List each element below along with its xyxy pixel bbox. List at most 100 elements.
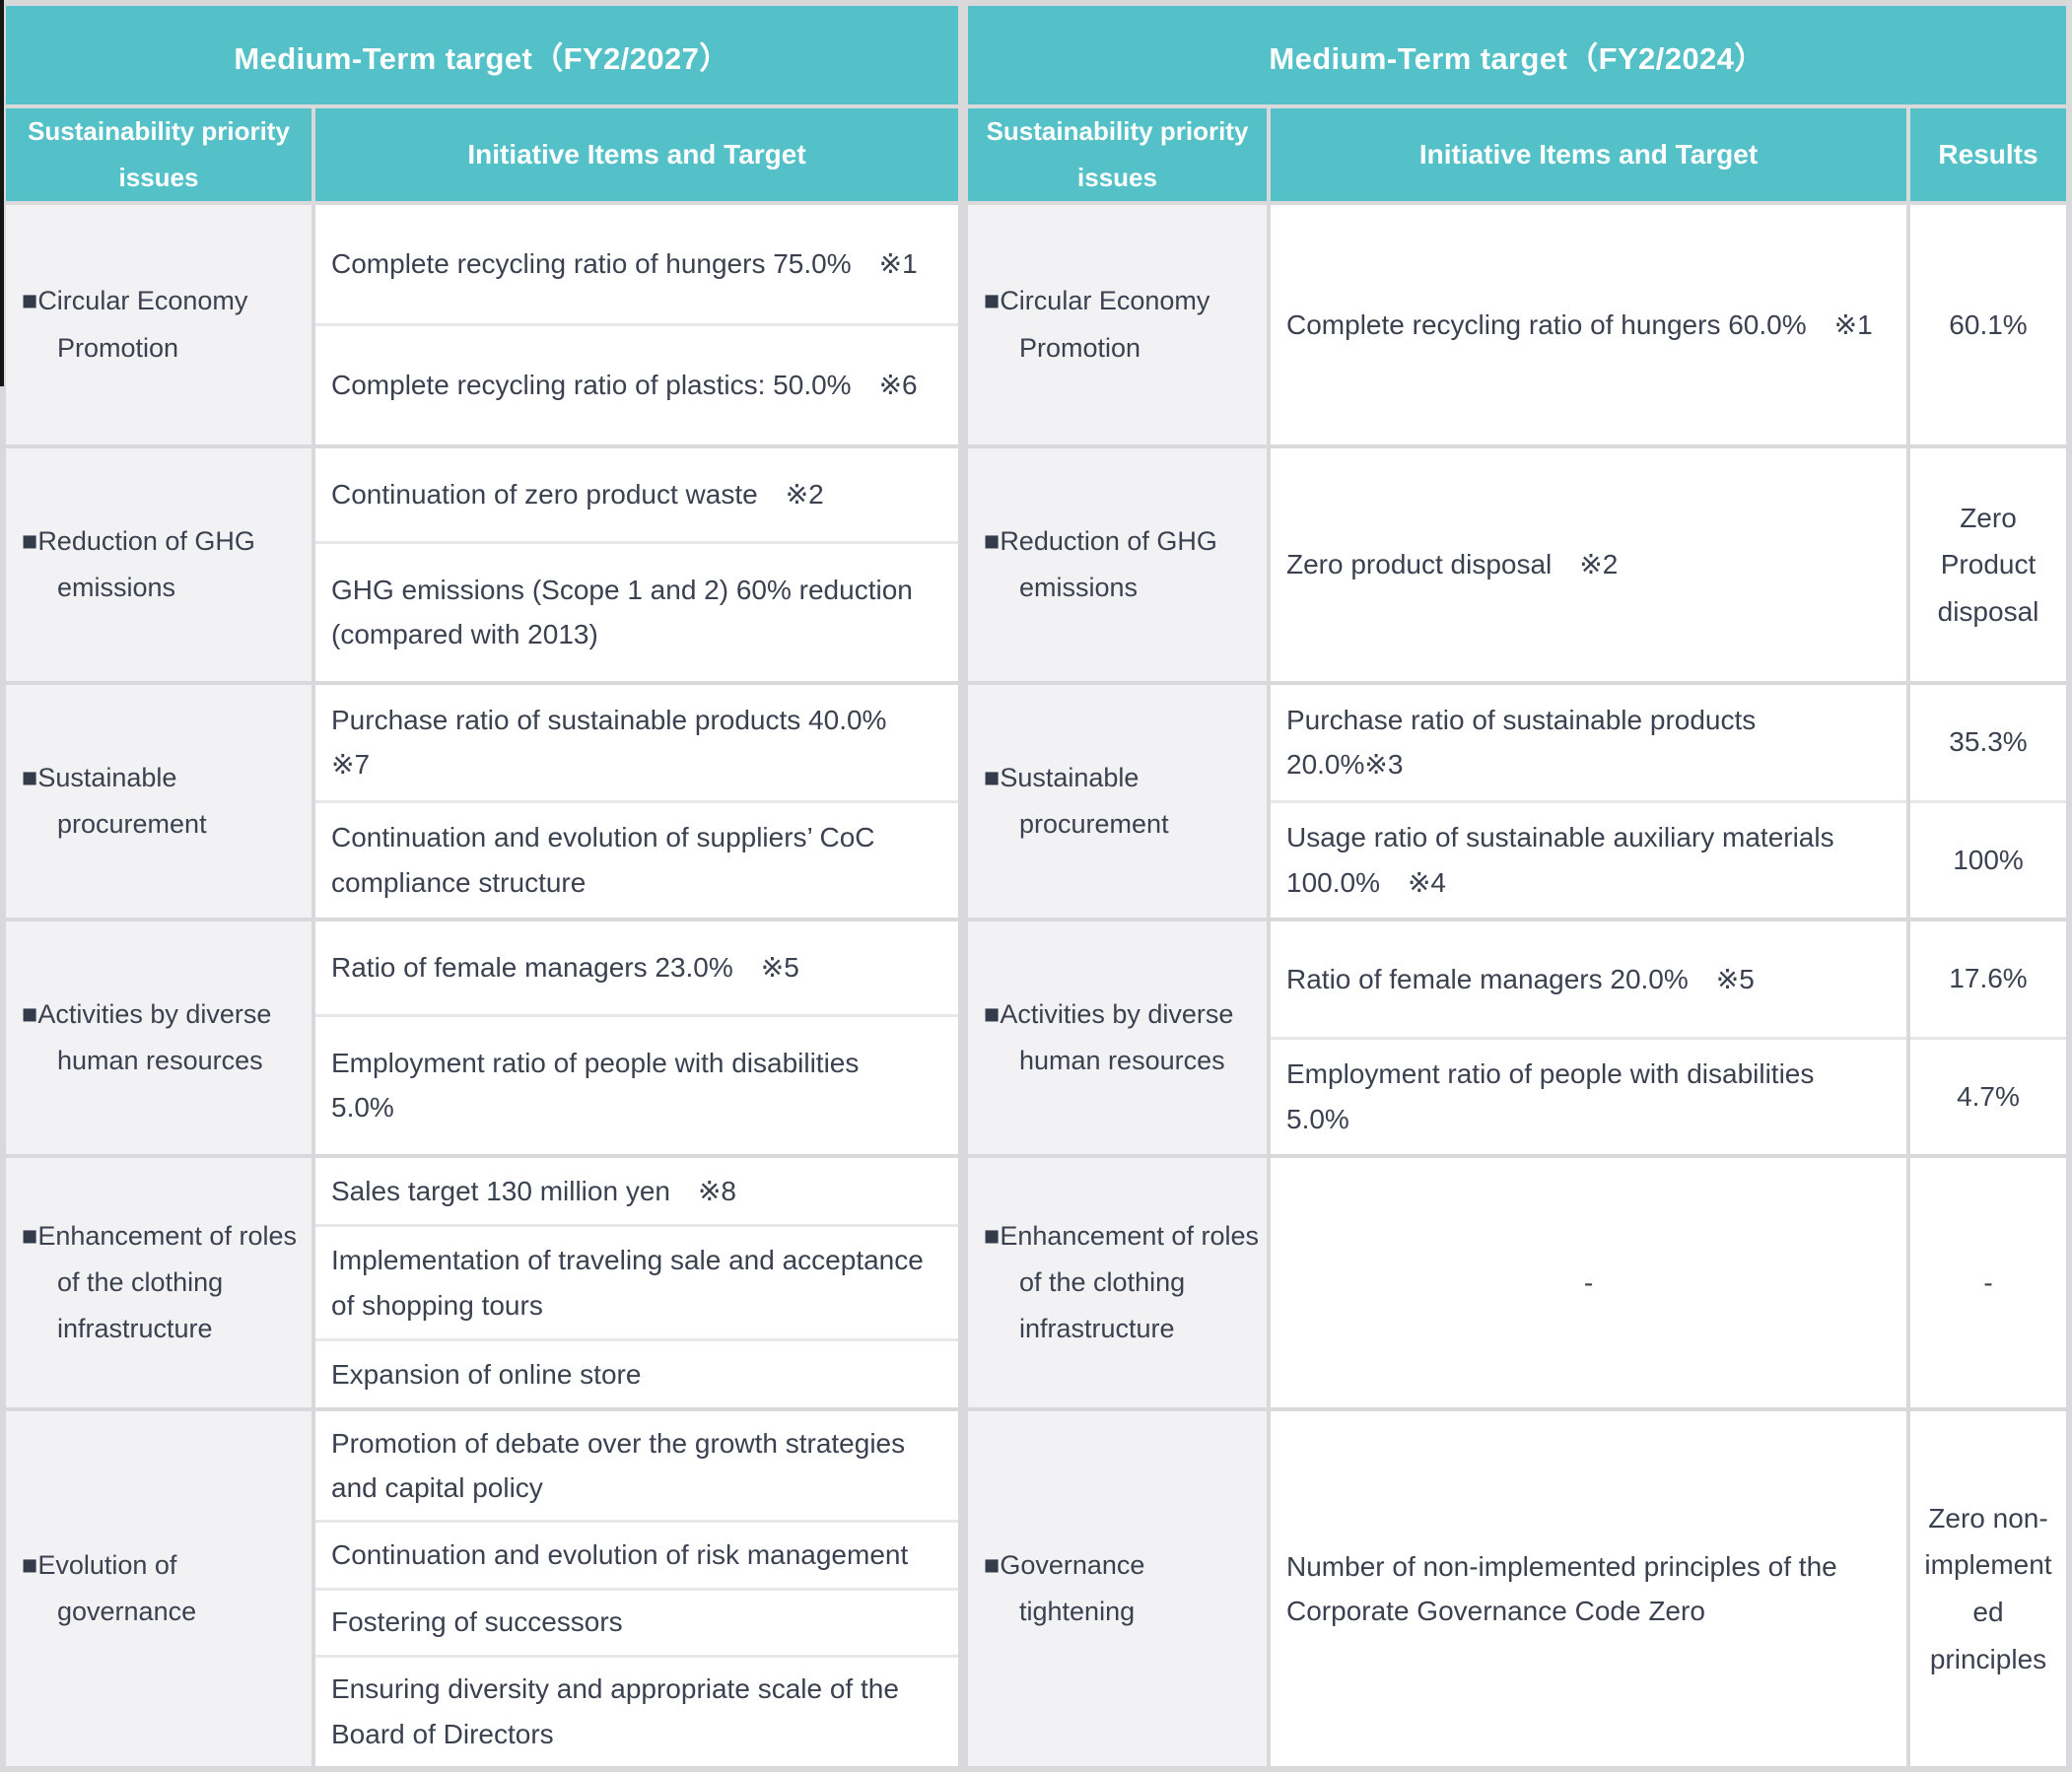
bullet-icon: ■: [984, 525, 1001, 556]
bullet-icon: ■: [984, 286, 1001, 316]
issue-label: Activities by diverse human resources: [37, 998, 272, 1075]
issue-label: Activities by diverse human resources: [1000, 998, 1234, 1075]
initiative-items: Ratio of female managers 23.0% ※5 Employ…: [315, 921, 958, 1155]
bullet-icon: ■: [22, 1220, 38, 1251]
initiative-item-text: Ensuring diversity and appropriate scale…: [331, 1673, 899, 1749]
initiative-item-text: Ratio of female managers 20.0% ※5: [1286, 963, 1755, 994]
bullet-icon: ■: [22, 286, 38, 316]
initiative-item-text: Continuation and evolution of risk manag…: [331, 1539, 909, 1571]
initiative-item: Continuation and evolution of suppliers’…: [315, 802, 958, 918]
initiative-items: Promotion of debate over the growth stra…: [315, 1411, 958, 1766]
initiative-item: Usage ratio of sustainable auxiliary mat…: [1271, 802, 1906, 918]
table-fy2024: Medium-Term target（FY2/2024） Sustainabil…: [968, 6, 2066, 1766]
initiative-item-text: Complete recycling ratio of hungers 60.0…: [1286, 308, 1873, 340]
issue-cell-governance-tightening: ■Governance tightening: [968, 1411, 1267, 1766]
initiative-item: Employment ratio of people with disabili…: [1271, 1039, 1906, 1154]
initiative-item: Expansion of online store: [315, 1340, 958, 1408]
result-text: Zero Product disposal: [1937, 502, 2039, 627]
initiative-items: Complete recycling ratio of hungers 75.0…: [315, 205, 958, 444]
bullet-icon: ■: [22, 1549, 38, 1580]
initiative-item-text: Usage ratio of sustainable auxiliary mat…: [1286, 822, 1834, 898]
result-text: 100%: [1953, 844, 2024, 875]
initiative-item-text: Employment ratio of people with disabili…: [1286, 1058, 1815, 1134]
initiative-item: Fostering of successors: [315, 1590, 958, 1655]
result-cell: -: [1910, 1158, 2066, 1407]
initiative-item: GHG emissions (Scope 1 and 2) 60% reduct…: [315, 543, 958, 682]
initiative-items: Purchase ratio of sustainable products 2…: [1271, 685, 1906, 918]
results-cells: 35.3% 100%: [1910, 685, 2066, 918]
result-cell: 60.1%: [1910, 205, 2066, 444]
initiative-item: Complete recycling ratio of plastics: 50…: [315, 326, 958, 444]
initiative-items: Number of non-implemented principles of …: [1271, 1411, 1906, 1766]
initiative-item-text: Ratio of female managers 23.0% ※5: [331, 952, 799, 984]
bullet-icon: ■: [22, 762, 38, 792]
result-cell: Zero Product disposal: [1910, 448, 2066, 681]
initiative-item-text: Expansion of online store: [331, 1358, 642, 1390]
initiative-item-text: Number of non-implemented principles of …: [1286, 1550, 1837, 1626]
issue-cell-sustainable-procurement: ■Sustainable procurement: [6, 685, 311, 918]
initiative-item-text: -: [1583, 1266, 1594, 1298]
initiative-item: Continuation and evolution of risk manag…: [315, 1523, 958, 1588]
issue-label: Sustainable procurement: [1000, 762, 1169, 839]
table-title-fy2027: Medium-Term target（FY2/2027）: [6, 6, 958, 104]
initiative-item-text: Sales target 130 million yen ※8: [331, 1175, 737, 1206]
initiative-items: Zero product disposal ※2: [1271, 448, 1906, 681]
result-text: 35.3%: [1949, 726, 2028, 758]
initiative-items: Complete recycling ratio of hungers 60.0…: [1271, 205, 1906, 444]
issue-label: Reduction of GHG emissions: [1000, 525, 1217, 602]
result-cell: 100%: [1910, 802, 2066, 918]
result-text: Zero non-implemented principles: [1924, 1502, 2052, 1674]
result-cell: 17.6%: [1910, 921, 2066, 1037]
issue-cell-sustainable-procurement: ■Sustainable procurement: [968, 685, 1267, 918]
issue-label: Evolution of governance: [37, 1549, 197, 1626]
results-cells: 60.1%: [1910, 205, 2066, 444]
initiative-items: Ratio of female managers 20.0% ※5 Employ…: [1271, 921, 1906, 1154]
issue-cell-ghg: ■Reduction of GHG emissions: [968, 448, 1267, 681]
bullet-icon: ■: [22, 525, 38, 556]
issue-cell-clothing-infrastructure: ■Enhancement of roles of the clothing in…: [968, 1158, 1267, 1407]
result-text: -: [1983, 1266, 1993, 1298]
initiative-item-text: Complete recycling ratio of hungers 75.0…: [331, 248, 918, 280]
initiative-items: Purchase ratio of sustainable products 4…: [315, 685, 958, 918]
issue-label: Sustainable procurement: [37, 762, 207, 839]
initiative-item: Zero product disposal ※2: [1271, 448, 1906, 681]
initiative-item-text: Continuation of zero product waste ※2: [331, 479, 824, 511]
issue-label: Enhancement of roles of the clothing inf…: [37, 1220, 297, 1344]
issue-label: Circular Economy Promotion: [1000, 286, 1210, 363]
results-cells: -: [1910, 1158, 2066, 1407]
initiative-item-text: Fostering of successors: [331, 1606, 623, 1638]
results-cells: Zero non-implemented principles: [1910, 1411, 2066, 1766]
issue-cell-diverse-hr: ■Activities by diverse human resources: [6, 921, 311, 1154]
column-header-initiative: Initiative Items and Target: [315, 108, 958, 201]
issue-cell-circular-economy: ■Circular Economy Promotion: [6, 205, 311, 444]
bullet-icon: ■: [984, 762, 1001, 792]
result-text: 4.7%: [1957, 1080, 2020, 1112]
initiative-item: Sales target 130 million yen ※8: [315, 1158, 958, 1225]
initiative-item-text: Continuation and evolution of suppliers’…: [331, 822, 875, 898]
table-fy2027: Medium-Term target（FY2/2027） Sustainabil…: [6, 6, 958, 1766]
result-text: 60.1%: [1949, 308, 2028, 340]
initiative-item-text: Purchase ratio of sustainable products 2…: [1286, 704, 1757, 781]
issue-cell-clothing-infrastructure: ■Enhancement of roles of the clothing in…: [6, 1158, 311, 1407]
issue-cell-governance: ■Evolution of governance: [6, 1411, 311, 1766]
results-cells: Zero Product disposal: [1910, 448, 2066, 681]
initiative-item: Purchase ratio of sustainable products 2…: [1271, 685, 1906, 800]
bullet-icon: ■: [984, 998, 1001, 1029]
issue-cell-circular-economy: ■Circular Economy Promotion: [968, 205, 1267, 444]
initiative-item: Ratio of female managers 20.0% ※5: [1271, 921, 1906, 1037]
bullet-icon: ■: [984, 1549, 1001, 1580]
issue-label: Governance tightening: [1000, 1549, 1145, 1626]
initiative-item-text: Purchase ratio of sustainable products 4…: [331, 704, 915, 781]
initiative-item-text: Promotion of debate over the growth stra…: [331, 1427, 906, 1504]
initiative-item-text: Employment ratio of people with disabili…: [331, 1048, 860, 1124]
initiative-item: Complete recycling ratio of hungers 60.0…: [1271, 205, 1906, 444]
initiative-item: Ensuring diversity and appropriate scale…: [315, 1657, 958, 1766]
initiative-item-text: Implementation of traveling sale and acc…: [331, 1245, 924, 1321]
initiative-item: -: [1271, 1158, 1906, 1407]
initiative-item: Promotion of debate over the growth stra…: [315, 1411, 958, 1521]
column-header-initiative: Initiative Items and Target: [1271, 108, 1906, 201]
result-cell: Zero non-implemented principles: [1910, 1411, 2066, 1766]
initiative-items: -: [1271, 1158, 1906, 1407]
screenshot-edge-artifact: [0, 0, 4, 386]
